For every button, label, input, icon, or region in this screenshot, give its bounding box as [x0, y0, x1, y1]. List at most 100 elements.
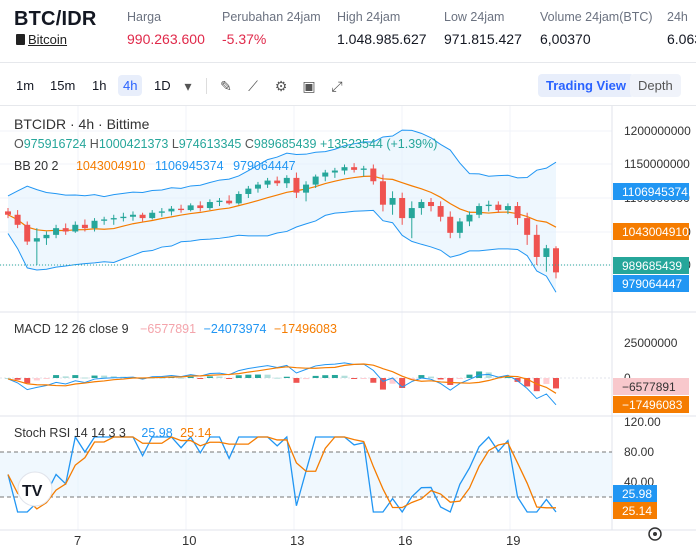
candle-body	[466, 214, 473, 222]
candle-body	[101, 219, 108, 221]
candle	[24, 221, 31, 245]
pen-icon[interactable]: ✎	[220, 78, 232, 94]
macd-histogram-bar	[274, 377, 281, 379]
candle	[331, 167, 338, 178]
save-icon[interactable]: ▣	[302, 78, 316, 94]
candle	[379, 174, 386, 212]
timeframe-1h[interactable]: 1h	[92, 78, 107, 93]
ohlc-close: 989685439	[253, 137, 317, 151]
bb-mid-line	[7, 175, 557, 232]
candle-body	[379, 181, 386, 205]
macd-histogram-bar	[91, 375, 98, 378]
candle-body	[283, 177, 290, 184]
price-tick-0: 1200000000	[624, 124, 691, 138]
macd-histogram-bar	[72, 375, 79, 378]
candle	[264, 177, 271, 188]
candle	[283, 175, 290, 188]
candle	[101, 216, 108, 225]
bollinger-band-fill	[8, 130, 556, 293]
stat-label-3: Low 24jam	[444, 10, 505, 24]
price-chart[interactable]: 1200000000115000000011000000001050000000…	[0, 106, 696, 550]
macd-histogram-bar	[553, 378, 559, 389]
depth-button[interactable]: Depth	[630, 74, 681, 97]
gear-icon[interactable]: ⚙	[274, 78, 288, 94]
macd-histogram-bar	[187, 376, 194, 378]
macd-histogram-bar	[33, 378, 40, 381]
price-tag-2: 989685439	[613, 257, 689, 274]
pair-title: BTC/IDR	[14, 8, 97, 30]
candle-body	[206, 202, 213, 209]
chevron-down-icon[interactable]: ▾	[184, 78, 192, 94]
candle-body	[331, 170, 338, 173]
candle-body	[216, 200, 223, 203]
stoch-label: Stoch RSI 14 14 3 3	[14, 426, 126, 440]
candle-body	[226, 200, 233, 204]
candle	[351, 163, 358, 173]
bb-label: BB 20 2	[14, 159, 59, 173]
price-tag-text: 1106945374	[622, 185, 688, 199]
candle	[235, 191, 242, 205]
ohlc-high: 1000421373	[98, 137, 169, 151]
price-tag-3: 979064447	[613, 275, 689, 292]
toolbar-divider	[0, 105, 696, 106]
timeframe-15m[interactable]: 15m	[50, 78, 76, 93]
candle	[408, 201, 415, 239]
macd-histogram-bar	[81, 377, 88, 379]
candle	[293, 172, 300, 198]
price-tag-1: 1043004910	[613, 223, 689, 240]
candle	[389, 191, 396, 215]
candle-body	[389, 198, 396, 205]
macd-histogram-bar	[264, 374, 271, 378]
macd-signal-line	[7, 363, 557, 394]
stoch-band	[0, 452, 612, 497]
symbol-line: BTCIDR · 4h · Bittime	[14, 116, 150, 132]
candle	[456, 218, 463, 239]
candle	[543, 244, 550, 272]
macd-histogram-bar	[283, 376, 290, 378]
macd-histogram-bar	[101, 375, 108, 378]
macd-tag-1: −17496083	[613, 396, 689, 413]
candle	[341, 164, 348, 175]
candle	[62, 223, 69, 235]
price-tag-bg	[613, 257, 689, 274]
timeframe-1m[interactable]: 1m	[16, 78, 35, 93]
macd-tag-bg	[613, 378, 689, 395]
candle	[495, 201, 502, 213]
candle	[168, 206, 175, 216]
macd-histogram-bar	[466, 374, 473, 378]
macd-histogram-bar	[341, 375, 348, 378]
macd-line	[7, 362, 557, 406]
candle	[274, 176, 281, 186]
price-tick-1: 1150000000	[624, 157, 690, 171]
macd-histogram-bar	[303, 378, 310, 380]
macd-tick-0: 25000000	[624, 336, 678, 350]
candle	[91, 218, 98, 232]
candle-body	[543, 248, 550, 257]
candle	[187, 203, 194, 212]
trading-view-button[interactable]: Trading View	[538, 74, 634, 97]
candle-body	[187, 205, 194, 211]
macd-histogram-bar	[110, 376, 117, 378]
fullscreen-icon[interactable]: ⤢	[331, 78, 343, 94]
macd-histogram-bar	[226, 378, 233, 379]
chart-line-icon[interactable]: ⟋	[248, 78, 258, 94]
candle	[322, 169, 329, 182]
bb-upper-value: 1106945374	[154, 159, 224, 173]
candle-body	[120, 216, 127, 219]
bollinger-band-lines	[7, 129, 557, 293]
ohlc-change: +13523544 (+1.39%)	[319, 137, 438, 151]
coin-link[interactable]: Bitcoin	[28, 32, 68, 47]
chart-settings-icon[interactable]	[648, 527, 662, 541]
candle	[139, 212, 146, 222]
candle-body	[553, 248, 559, 273]
timeframe-1d[interactable]: 1D	[154, 78, 171, 93]
macd-histogram-bar	[389, 378, 396, 384]
ticker-header: BTC/IDR Bitcoin Harga 990.263.600 Perubaha…	[0, 0, 696, 62]
candle	[514, 202, 521, 225]
candle-body	[293, 177, 300, 193]
macd-hist-value: −6577891	[140, 322, 197, 336]
macd-histogram-bar	[206, 376, 213, 378]
timeframe-4h[interactable]: 4h	[118, 75, 143, 96]
macd-histogram-bar	[5, 378, 11, 379]
price-tag-text: 979064447	[622, 277, 682, 291]
